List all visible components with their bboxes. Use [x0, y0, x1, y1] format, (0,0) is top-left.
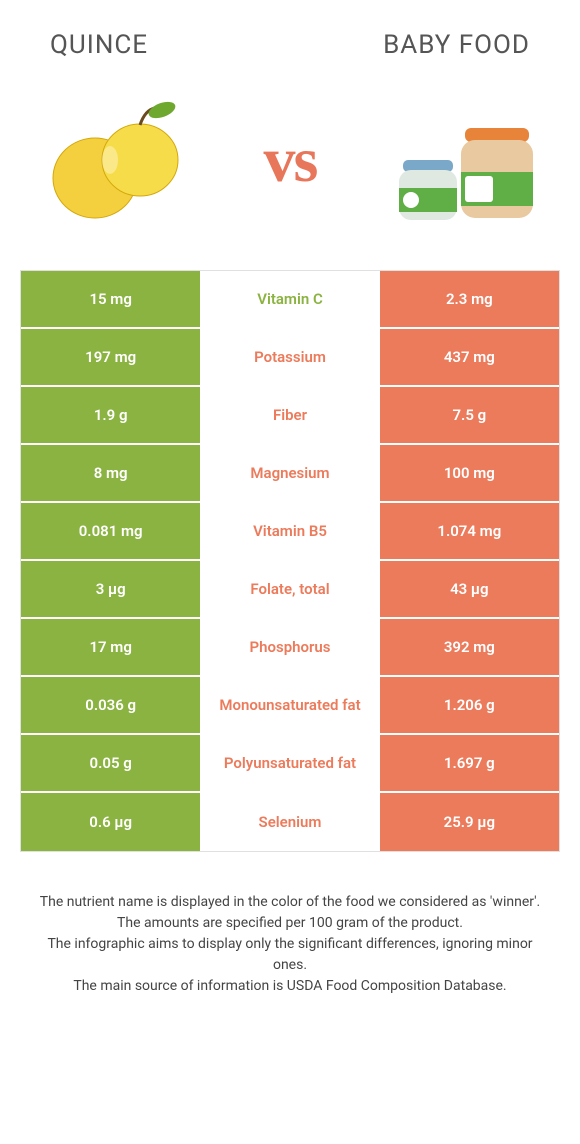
left-value: 8 mg — [21, 445, 200, 501]
right-value: 2.3 mg — [380, 271, 559, 327]
right-value: 1.206 g — [380, 677, 559, 733]
footnote-block: The nutrient name is displayed in the co… — [0, 852, 580, 997]
header: Quince Baby food — [0, 0, 580, 80]
nutrient-label: Selenium — [200, 793, 379, 851]
right-value: 7.5 g — [380, 387, 559, 443]
right-value: 392 mg — [380, 619, 559, 675]
left-value: 197 mg — [21, 329, 200, 385]
table-row: 0.036 gMonounsaturated fat1.206 g — [21, 677, 559, 735]
right-value: 100 mg — [380, 445, 559, 501]
right-value: 1.074 mg — [380, 503, 559, 559]
quince-image — [40, 90, 205, 230]
left-food-title: Quince — [50, 30, 148, 60]
table-row: 197 mgPotassium437 mg — [21, 329, 559, 387]
nutrient-label: Polyunsaturated fat — [200, 735, 379, 791]
left-value: 15 mg — [21, 271, 200, 327]
table-row: 1.9 gFiber7.5 g — [21, 387, 559, 445]
table-row: 8 mgMagnesium100 mg — [21, 445, 559, 503]
table-row: 0.081 mgVitamin B51.074 mg — [21, 503, 559, 561]
infographic-container: Quince Baby food vs — [0, 0, 580, 997]
nutrient-label: Vitamin B5 — [200, 503, 379, 559]
vs-label: vs — [264, 123, 317, 197]
right-food-title: Baby food — [383, 30, 530, 60]
table-row: 17 mgPhosphorus392 mg — [21, 619, 559, 677]
footnote-line: The nutrient name is displayed in the co… — [30, 892, 550, 913]
nutrient-label: Fiber — [200, 387, 379, 443]
left-value: 3 µg — [21, 561, 200, 617]
nutrient-label: Monounsaturated fat — [200, 677, 379, 733]
nutrient-label: Folate, total — [200, 561, 379, 617]
footnote-line: The infographic aims to display only the… — [30, 934, 550, 976]
baby-food-image — [375, 90, 540, 230]
right-value: 25.9 µg — [380, 793, 559, 851]
left-value: 0.036 g — [21, 677, 200, 733]
left-value: 0.081 mg — [21, 503, 200, 559]
left-value: 1.9 g — [21, 387, 200, 443]
footnote-line: The amounts are specified per 100 gram o… — [30, 913, 550, 934]
nutrient-table: 15 mgVitamin C2.3 mg197 mgPotassium437 m… — [20, 270, 560, 852]
left-value: 0.6 µg — [21, 793, 200, 851]
nutrient-label: Magnesium — [200, 445, 379, 501]
table-row: 0.6 µgSelenium25.9 µg — [21, 793, 559, 851]
table-row: 0.05 gPolyunsaturated fat1.697 g — [21, 735, 559, 793]
table-row: 3 µgFolate, total43 µg — [21, 561, 559, 619]
right-value: 43 µg — [380, 561, 559, 617]
footnote-line: The main source of information is USDA F… — [30, 976, 550, 997]
hero-row: vs — [0, 80, 580, 270]
right-value: 437 mg — [380, 329, 559, 385]
left-value: 17 mg — [21, 619, 200, 675]
left-value: 0.05 g — [21, 735, 200, 791]
table-row: 15 mgVitamin C2.3 mg — [21, 271, 559, 329]
right-value: 1.697 g — [380, 735, 559, 791]
nutrient-label: Potassium — [200, 329, 379, 385]
nutrient-label: Phosphorus — [200, 619, 379, 675]
nutrient-label: Vitamin C — [200, 271, 379, 327]
